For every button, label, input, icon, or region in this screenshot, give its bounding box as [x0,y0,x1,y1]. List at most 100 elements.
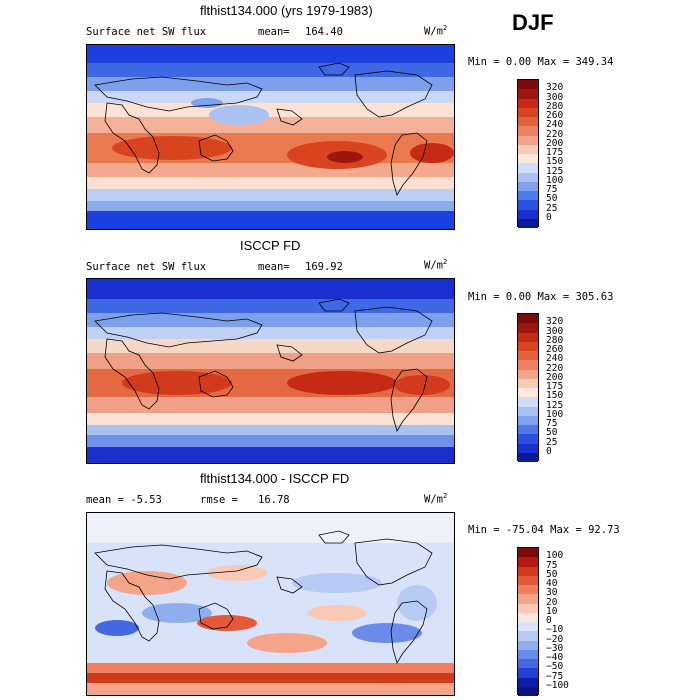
colorbar-tick-label: 240 [546,119,564,131]
colorbar-swatch [518,622,538,632]
colorbar-swatch [518,135,538,145]
colorbar-tick-label: 40 [546,578,558,589]
panel1-units: W/m2 [424,24,448,38]
colorbar-swatch [518,323,538,333]
colorbar-swatch [518,144,538,154]
colorbar-tick-label: −20 [546,633,564,645]
colorbar-swatch [518,341,538,351]
colorbar-tick-label: 280 [546,100,564,112]
colorbar-tick-label: 25 [546,202,558,214]
panel3-map-plot [87,513,454,695]
colorbar-swatch [518,126,538,136]
colorbar-tick-label: −10 [546,624,564,636]
colorbar-swatch [518,603,538,613]
colorbar-tick-label: 300 [546,325,564,337]
panel2-colorbar [517,313,539,462]
colorbar-tick-label: −40 [546,652,564,663]
colorbar-tick-label: 150 [546,156,564,168]
colorbar-tick-label: 0 [546,615,552,626]
colorbar-tick-label: 25 [546,436,558,448]
colorbar-tick-label: 30 [546,587,558,599]
colorbar-swatch [518,677,538,687]
colorbar-swatch [518,640,538,650]
colorbar-swatch [518,209,538,219]
colorbar-swatch [518,575,538,585]
colorbar-tick-label: 10 [546,605,558,617]
colorbar-swatch [518,98,538,108]
colorbar-swatch [518,378,538,388]
panel1-title: flthist134.000 (yrs 1979-1983) [200,3,373,18]
colorbar-swatch [518,566,538,576]
colorbar-tick-label: 50 [546,568,558,580]
colorbar-swatch [518,218,538,228]
colorbar-swatch [518,594,538,604]
colorbar-swatch [518,668,538,678]
colorbar-tick-label: −100 [546,679,569,691]
panel1-mean-label: mean= [258,26,290,38]
colorbar-swatch [518,686,538,696]
colorbar-swatch [518,351,538,361]
colorbar-tick-label: 100 [546,408,564,420]
colorbar-tick-label: 50 [546,427,558,439]
panel3-mean: mean = -5.53 [86,494,162,506]
colorbar-swatch [518,557,538,567]
colorbar-swatch [518,397,538,407]
colorbar-tick-label: 175 [546,381,564,392]
colorbar-tick-label: −30 [546,642,564,654]
colorbar-tick-label: 240 [546,353,564,365]
panel3-minmax: Min = -75.04 Max = 92.73 [468,524,620,536]
colorbar-tick-label: 100 [546,174,564,186]
colorbar-tick-label: −50 [546,661,564,673]
panel2-mean-value: 169.92 [305,261,343,273]
colorbar-tick-label: 300 [546,91,564,103]
colorbar-tick-label: 0 [546,445,552,457]
colorbar-tick-label: 150 [546,390,564,402]
panel1-map-plot [87,45,454,229]
colorbar-tick-label: 100 [546,550,564,562]
panel3-rmse-value: 16.78 [258,494,290,506]
panel2-title: ISCCP FD [240,238,301,253]
panel3-title: flthist134.000 - ISCCP FD [200,471,350,486]
panel3-colorbar [517,547,539,696]
colorbar-tick-label: 260 [546,110,564,121]
colorbar-swatch [518,434,538,444]
colorbar-swatch [518,200,538,210]
colorbar-swatch [518,388,538,398]
panel2-units: W/m2 [424,258,448,272]
colorbar-tick-label: 220 [546,128,564,140]
season-label: DJF [512,10,554,35]
colorbar-tick-label: −75 [546,670,564,682]
colorbar-swatch [518,631,538,641]
colorbar-swatch [518,80,538,90]
colorbar-tick-label: 280 [546,334,564,346]
colorbar-tick-label: 200 [546,137,564,149]
colorbar-tick-label: 75 [546,559,558,571]
colorbar-swatch [518,443,538,453]
panel2-map [86,278,455,464]
colorbar-swatch [518,191,538,201]
colorbar-swatch [518,415,538,425]
colorbar-tick-label: 220 [546,362,564,374]
colorbar-tick-label: 175 [546,147,564,158]
panel1-colorbar [517,79,539,228]
colorbar-tick-label: 75 [546,418,558,429]
colorbar-swatch [518,89,538,99]
colorbar-swatch [518,117,538,127]
panel1-mean-value: 164.40 [305,26,343,38]
colorbar-tick-label: 200 [546,371,564,383]
panel2-map-plot [87,279,454,463]
panel3-units: W/m2 [424,492,448,506]
colorbar-swatch [518,659,538,669]
colorbar-swatch [518,107,538,117]
panel1-map [86,44,455,230]
panel3-rmse-label: rmse = [200,494,238,506]
colorbar-tick-label: 125 [546,399,564,411]
panel1-minmax: Min = 0.00 Max = 349.34 [468,56,614,68]
panel2-minmax: Min = 0.00 Max = 305.63 [468,291,614,303]
panel3-map [86,512,455,696]
colorbar-swatch [518,452,538,462]
colorbar-swatch [518,181,538,191]
colorbar-swatch [518,360,538,370]
colorbar-swatch [518,172,538,182]
colorbar-swatch [518,314,538,324]
